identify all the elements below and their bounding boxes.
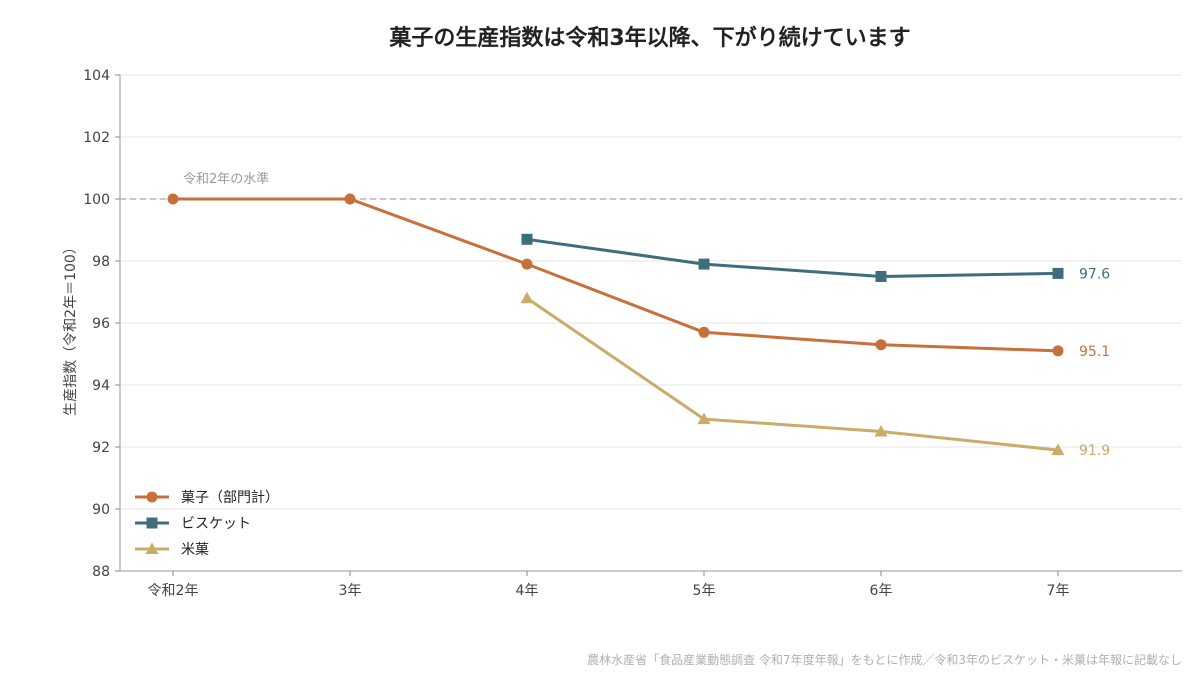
- x-tick-label: 7年: [1047, 583, 1070, 599]
- y-tick-label: 92: [92, 440, 110, 456]
- legend-label: ビスケット: [181, 516, 251, 532]
- data-point: [875, 271, 887, 282]
- x-tick-label: 4年: [516, 583, 539, 599]
- data-point: [521, 258, 533, 270]
- series-1: 95.1: [167, 193, 1110, 360]
- end-value-label: 97.6: [1079, 266, 1110, 282]
- data-point: [698, 258, 710, 270]
- x-tick-label: 3年: [339, 583, 362, 599]
- axes: 88 90 92 94 96 98 100 102 104 令和2年 3年 4年 5年 6年 7年: [83, 68, 1182, 599]
- y-tick-label: 104: [83, 68, 110, 84]
- end-value-label: 91.9: [1079, 443, 1110, 459]
- y-tick-label: 100: [83, 192, 110, 208]
- reference-line-group: 令和2年の水準: [120, 171, 1182, 200]
- legend-label: 米菓: [181, 542, 209, 558]
- reference-line-label: 令和2年の水準: [183, 171, 269, 187]
- y-tick-label: 94: [92, 378, 110, 394]
- end-value-label: 95.1: [1079, 344, 1110, 360]
- series-2: 97.6: [521, 233, 1110, 282]
- data-point: [698, 326, 710, 338]
- legend-marker: [146, 517, 158, 529]
- legend-item: 菓子（部門計）: [135, 490, 279, 506]
- y-tick-label: 102: [83, 130, 110, 146]
- chart-title: 菓子の生産指数は令和3年以降、下がり続けています: [388, 25, 910, 51]
- x-tick-label: 令和2年: [148, 583, 199, 599]
- x-tick-label: 6年: [870, 583, 893, 599]
- data-point: [1051, 443, 1065, 456]
- data-point: [697, 412, 711, 425]
- legend-item: 米菓: [135, 542, 209, 558]
- legend-item: ビスケット: [135, 516, 251, 532]
- data-point: [1052, 267, 1064, 279]
- x-tick-label: 5年: [693, 583, 716, 599]
- series-line: [526, 296, 1059, 452]
- y-tick-label: 98: [92, 254, 110, 270]
- y-axis-label: 生産指数（令和2年＝100）: [63, 240, 79, 416]
- grid: [120, 74, 1182, 572]
- legend-marker: [146, 491, 158, 503]
- y-tick-label: 90: [92, 502, 110, 518]
- data-point: [1052, 345, 1064, 357]
- y-tick-label: 96: [92, 316, 110, 332]
- data-point: [167, 193, 179, 205]
- data-point: [344, 193, 356, 205]
- y-tick-label: 88: [92, 564, 110, 580]
- series-line: [526, 237, 1059, 278]
- series-group: 95.1 97.6 91.9: [167, 193, 1110, 459]
- series-line: [173, 197, 1059, 353]
- source-note: 農林水産省「食品産業動態調査 令和7年度年報」をもとに作成／令和3年のビスケット…: [587, 652, 1182, 667]
- data-point: [521, 233, 533, 245]
- data-point: [875, 339, 887, 351]
- data-point: [874, 425, 888, 437]
- series-3: 91.9: [520, 291, 1110, 459]
- data-point: [520, 291, 534, 304]
- legend-marker: [145, 542, 159, 554]
- legend-label: 菓子（部門計）: [181, 490, 279, 506]
